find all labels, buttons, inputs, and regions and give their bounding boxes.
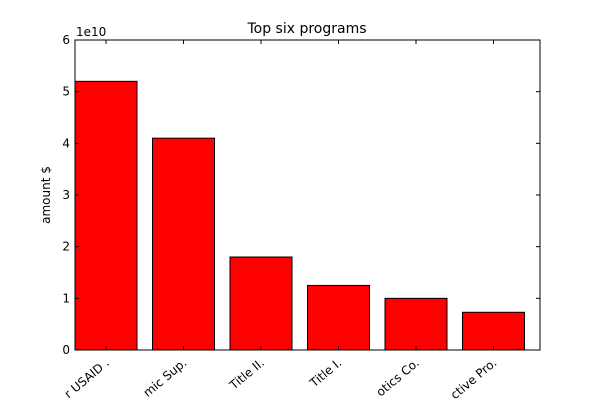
chart-title: Top six programs xyxy=(246,21,366,37)
y-axis-label: amount $ xyxy=(39,166,53,224)
bar-5 xyxy=(462,311,525,351)
y-tick-label-1: 1 xyxy=(62,291,70,305)
plot-frame xyxy=(74,39,541,351)
y-ticks: 0 1 2 3 4 5 6 xyxy=(62,33,540,357)
x-tick-label-2: Title II. xyxy=(226,356,267,393)
bar-1 xyxy=(152,137,215,351)
y-tick-label-4: 4 xyxy=(62,136,70,150)
x-tick-label-3: Title I. xyxy=(306,356,344,391)
bar-3 xyxy=(307,284,370,351)
y-tick-label-2: 2 xyxy=(62,240,70,254)
y-tick-label-3: 3 xyxy=(62,188,70,202)
y-tick-label-6: 6 xyxy=(62,33,70,47)
bars-group xyxy=(74,80,525,351)
x-tick-label-0: r USAID . xyxy=(62,356,112,400)
bar-2 xyxy=(229,256,293,351)
bar-0 xyxy=(74,80,138,351)
y-tick-label-5: 5 xyxy=(62,85,70,99)
y-tick-label-0: 0 xyxy=(62,343,70,357)
x-tick-label-5: ctive Pro. xyxy=(448,356,500,400)
y-scale-label: 1e10 xyxy=(76,25,106,39)
bar-4 xyxy=(384,297,448,351)
x-tick-label-1: mic Sup. xyxy=(141,356,190,400)
x-tick-label-4: otics Co. xyxy=(374,356,422,400)
